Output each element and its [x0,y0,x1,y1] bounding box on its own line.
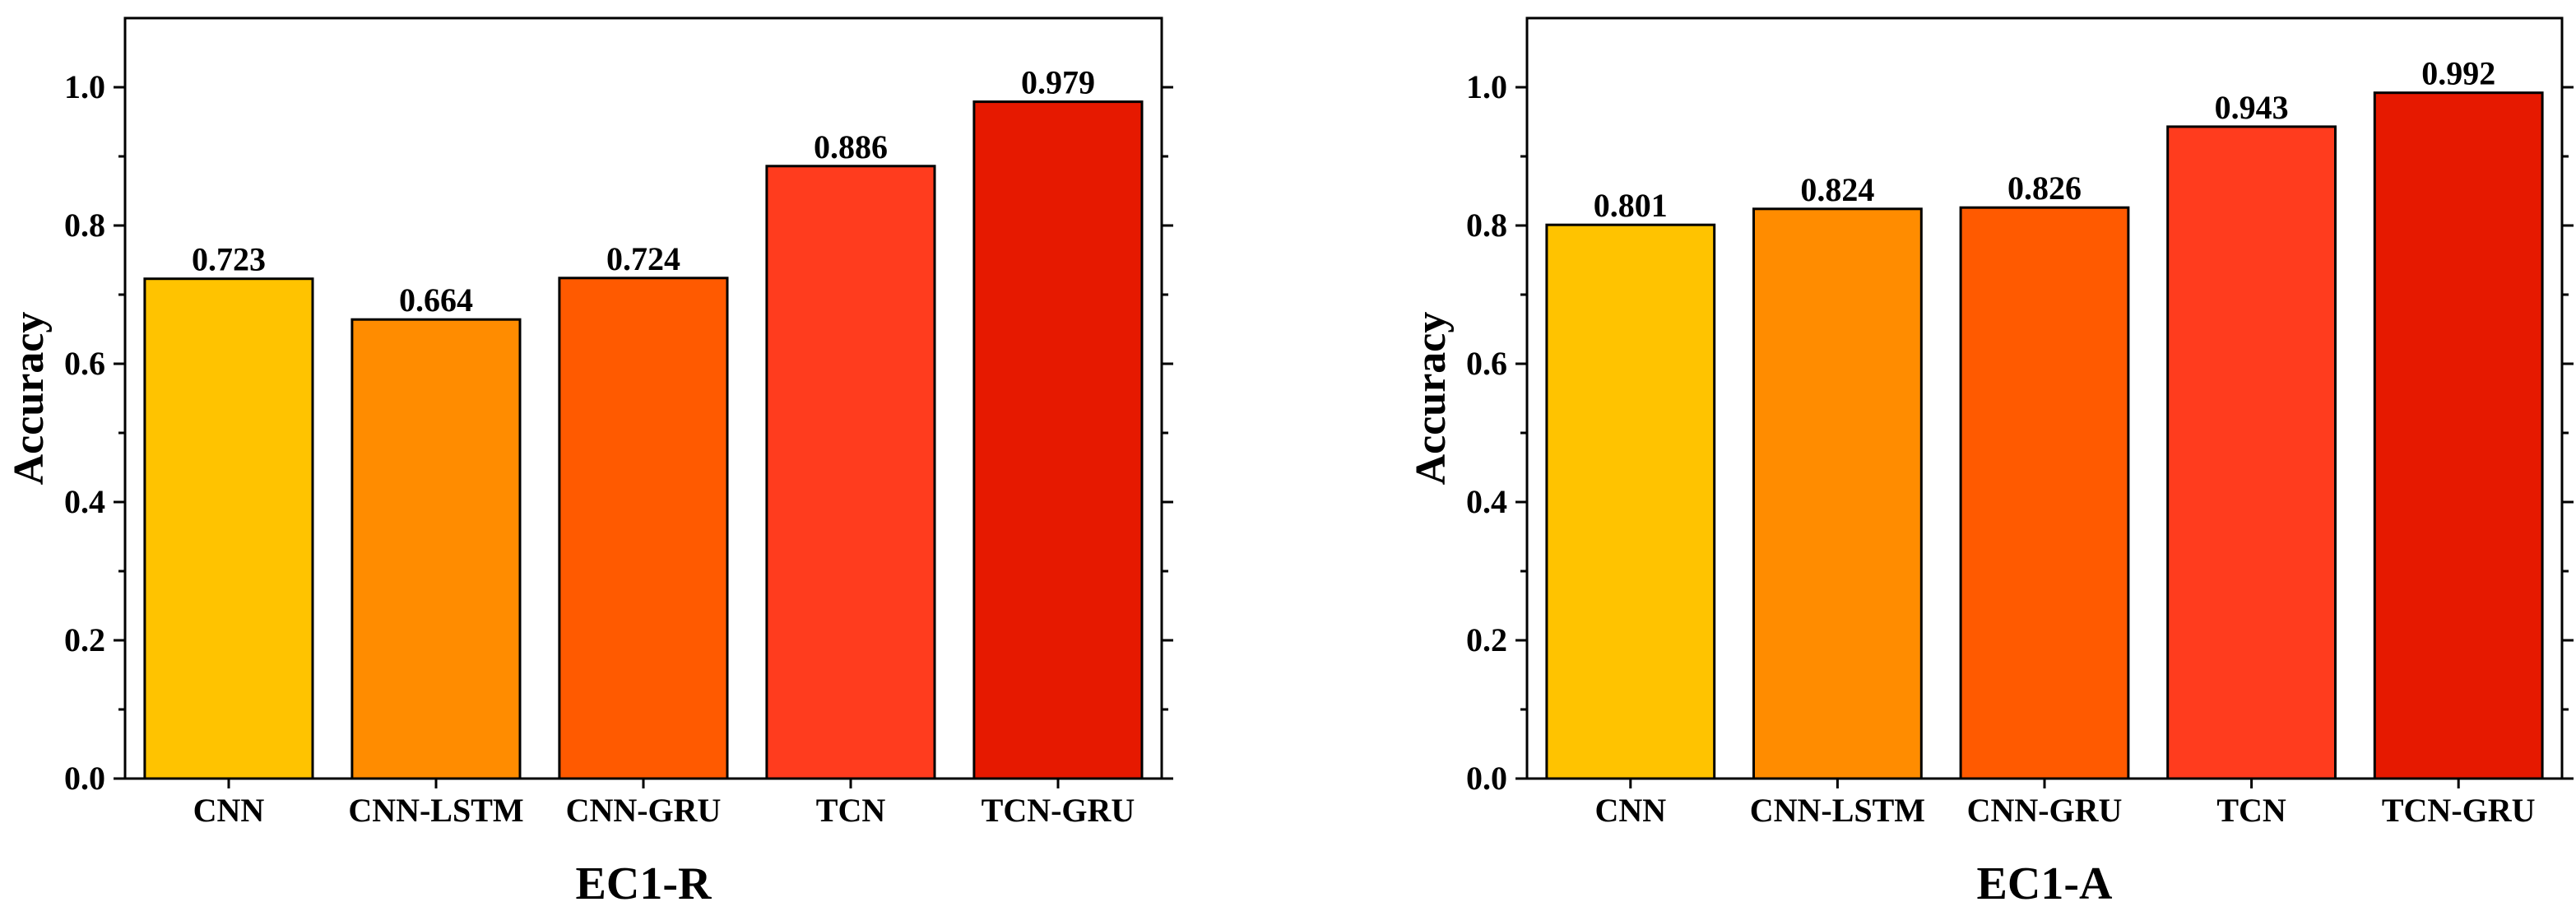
value-label: 0.992 [2421,55,2495,92]
chart-panel-ec1-a: 0.801 CNN 0.824 CNN-LSTM 0.826 CNN-GRU 0.943 TC… [1408,16,2574,909]
bar-cnn [143,277,314,780]
x-tick-label: TCN-GRU [982,792,1135,829]
y-tick-label: 0.6 [64,345,105,382]
value-label: 0.886 [814,128,888,165]
x-tick-label: CNN-LSTM [1750,792,1925,829]
value-label: 0.664 [399,281,473,319]
x-tick-label: TCN [2216,792,2286,829]
bar-tcn [765,165,936,780]
x-tick-label: TCN [816,792,886,829]
y-tick-label: 0.8 [64,207,105,244]
value-label: 0.943 [2215,89,2289,126]
x-tick-label: CNN-LSTM [348,792,523,829]
value-label: 0.723 [192,241,266,278]
plot-frame [1525,16,2564,780]
value-label: 0.801 [1594,187,1668,224]
x-tick-label: CNN-GRU [1967,792,2123,829]
y-tick-label: 0.8 [1466,207,1507,244]
value-label: 0.979 [1021,64,1095,101]
y-tick-label: 1.0 [64,68,105,105]
bar-tcn-gru [972,100,1144,780]
x-axis-title: EC1-R [576,858,712,909]
x-tick-label: TCN-GRU [2382,792,2536,829]
y-tick-label: 1.0 [1466,68,1507,105]
y-axis-title: Accuracy [6,312,53,486]
chart-panel-ec1-r: 0.723 CNN 0.664 CNN-LSTM 0.724 CNN-GRU 0.886 TC… [6,16,1173,909]
bar-tcn-gru [2373,91,2544,780]
x-tick-label: CNN [1594,792,1666,829]
x-tick-label: CNN [193,792,265,829]
y-tick-label: 0.6 [1466,345,1507,382]
value-label: 0.824 [1800,171,1874,208]
bar-cnn-gru [558,277,729,780]
bar-cnn-lstm [1752,207,1923,780]
bar-cnn-lstm [350,318,522,780]
y-tick-label: 0.0 [64,760,105,797]
x-tick-label: CNN-GRU [566,792,722,829]
y-tick-label: 0.2 [1466,621,1507,658]
bar-cnn [1545,223,1716,780]
y-tick-label: 0.4 [64,483,105,520]
y-axis-title: Accuracy [1408,312,1455,486]
y-tick-label: 0.2 [64,621,105,658]
bar-tcn [2166,125,2337,780]
plot-frame [123,16,1163,780]
y-tick-label: 0.4 [1466,483,1507,520]
x-axis-title: EC1-A [1977,858,2113,909]
y-tick-label: 0.0 [1466,760,1507,797]
bar-cnn-gru [1959,206,2130,780]
value-label: 0.826 [2007,170,2082,207]
value-label: 0.724 [606,240,680,277]
